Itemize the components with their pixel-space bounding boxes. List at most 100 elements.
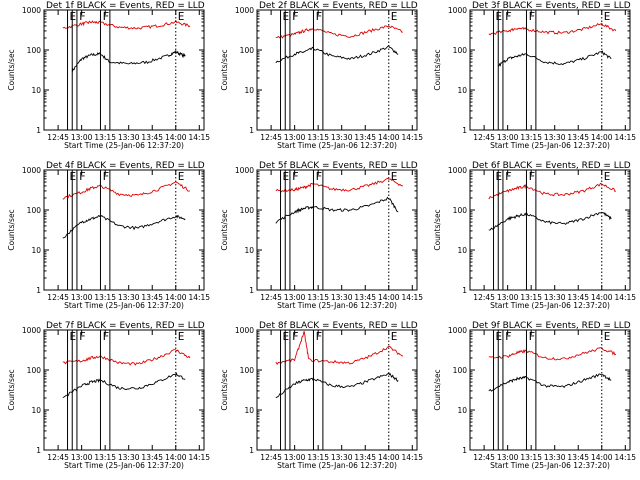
x-axis-label: Start Time (25-Jan-06 12:37:20) bbox=[277, 301, 397, 310]
x-tick-label: 13:30 bbox=[331, 133, 353, 142]
x-tick-label: 12:45 bbox=[260, 293, 282, 302]
interval-marker-label: F bbox=[528, 10, 535, 23]
interval-marker-label: E bbox=[604, 330, 611, 343]
y-tick-label: 100 bbox=[453, 46, 468, 55]
y-tick-label: 1000 bbox=[235, 6, 254, 15]
panel-title: Det 1f BLACK = Events, RED = LLD bbox=[46, 1, 205, 11]
x-tick-label: 14:15 bbox=[614, 453, 636, 462]
y-tick-label: 1 bbox=[462, 286, 467, 295]
plot-frame bbox=[43, 9, 205, 131]
x-tick-label: 13:15 bbox=[520, 293, 542, 302]
x-tick-label: 12:45 bbox=[473, 133, 495, 142]
y-tick-label: 10 bbox=[457, 86, 467, 95]
plot-frame bbox=[43, 169, 205, 291]
x-tick-label: 14:00 bbox=[591, 453, 613, 462]
detector-panel: Det 5f BLACK = Events, RED = LLD 1 10 100 10… bbox=[220, 161, 423, 310]
x-tick-label: 13:30 bbox=[118, 293, 140, 302]
y-tick-label: 1 bbox=[36, 446, 41, 455]
panel-title: Det 3f BLACK = Events, RED = LLD bbox=[472, 1, 631, 11]
plot-frame bbox=[256, 329, 418, 451]
interval-marker-label: E bbox=[391, 170, 398, 183]
x-tick-label: 13:15 bbox=[307, 133, 329, 142]
x-tick-label: 13:00 bbox=[284, 133, 306, 142]
y-tick-label: 10 bbox=[457, 246, 467, 255]
y-axis-label: Counts/sec bbox=[433, 209, 442, 250]
y-tick-label: 1000 bbox=[22, 326, 41, 335]
x-axis-label: Start Time (25-Jan-06 12:37:20) bbox=[277, 141, 397, 150]
x-axis-label: Start Time (25-Jan-06 12:37:20) bbox=[277, 461, 397, 470]
y-tick-label: 100 bbox=[240, 46, 255, 55]
x-tick-label: 14:15 bbox=[188, 293, 210, 302]
y-axis-label: Counts/sec bbox=[220, 209, 229, 250]
interval-marker-label: E bbox=[391, 10, 398, 23]
x-tick-label: 13:15 bbox=[94, 453, 116, 462]
y-tick-label: 100 bbox=[453, 366, 468, 375]
lld-series-line bbox=[275, 25, 403, 39]
x-tick-label: 12:45 bbox=[47, 133, 69, 142]
events-series-line bbox=[497, 50, 612, 67]
y-tick-label: 1000 bbox=[22, 166, 41, 175]
interval-marker-label: E bbox=[604, 170, 611, 183]
plot-frame bbox=[256, 9, 418, 131]
x-tick-label: 13:45 bbox=[141, 453, 163, 462]
panel-title: Det 8f BLACK = Events, RED = LLD bbox=[259, 321, 418, 331]
events-series-line bbox=[275, 372, 399, 399]
x-tick-label: 13:15 bbox=[307, 293, 329, 302]
interval-marker-label: F bbox=[528, 170, 535, 183]
x-tick-label: 14:00 bbox=[165, 453, 187, 462]
x-tick-label: 13:00 bbox=[71, 293, 93, 302]
interval-marker-label: F bbox=[315, 170, 322, 183]
interval-marker-label: E bbox=[391, 330, 398, 343]
x-tick-label: 14:15 bbox=[401, 453, 423, 462]
plot-frame bbox=[43, 329, 205, 451]
x-tick-label: 13:15 bbox=[94, 133, 116, 142]
y-axis-label: Counts/sec bbox=[220, 369, 229, 410]
x-tick-label: 13:45 bbox=[354, 293, 376, 302]
detector-panel: Det 6f BLACK = Events, RED = LLD 1 10 100 10… bbox=[433, 161, 636, 310]
interval-marker-label: F bbox=[292, 10, 299, 23]
lld-series-line bbox=[62, 181, 190, 200]
interval-marker-label: F bbox=[505, 330, 512, 343]
y-tick-label: 100 bbox=[240, 366, 255, 375]
lld-series-line bbox=[488, 347, 617, 361]
x-tick-label: 14:15 bbox=[188, 453, 210, 462]
interval-marker-label: F bbox=[79, 170, 86, 183]
x-tick-label: 13:00 bbox=[497, 293, 519, 302]
interval-marker-label: F bbox=[102, 330, 109, 343]
x-tick-label: 13:00 bbox=[71, 133, 93, 142]
interval-marker-label: E bbox=[496, 330, 503, 343]
y-tick-label: 10 bbox=[457, 406, 467, 415]
lld-series-line bbox=[275, 177, 403, 193]
x-tick-label: 14:15 bbox=[401, 133, 423, 142]
x-tick-label: 13:30 bbox=[118, 133, 140, 142]
y-tick-label: 1 bbox=[36, 126, 41, 135]
interval-marker-label: E bbox=[70, 330, 77, 343]
interval-marker-label: F bbox=[315, 330, 322, 343]
x-tick-label: 14:00 bbox=[165, 293, 187, 302]
plot-frame bbox=[256, 169, 418, 291]
y-tick-label: 1000 bbox=[235, 326, 254, 335]
y-axis-label: Counts/sec bbox=[433, 369, 442, 410]
events-series-line bbox=[62, 214, 186, 239]
y-tick-label: 1 bbox=[462, 126, 467, 135]
y-axis-label: Counts/sec bbox=[7, 209, 16, 250]
interval-marker-label: F bbox=[79, 10, 86, 23]
lld-series-line bbox=[275, 331, 404, 366]
x-axis-label: Start Time (25-Jan-06 12:37:20) bbox=[490, 301, 610, 310]
interval-marker-label: F bbox=[505, 10, 512, 23]
x-tick-label: 13:00 bbox=[284, 293, 306, 302]
x-axis-label: Start Time (25-Jan-06 12:37:20) bbox=[490, 461, 610, 470]
events-series-line bbox=[275, 44, 399, 64]
y-tick-label: 1000 bbox=[235, 166, 254, 175]
interval-marker-label: F bbox=[505, 170, 512, 183]
x-axis-label: Start Time (25-Jan-06 12:37:20) bbox=[64, 141, 184, 150]
x-tick-label: 13:45 bbox=[567, 293, 589, 302]
lld-series-line bbox=[62, 19, 191, 30]
x-tick-label: 12:45 bbox=[473, 453, 495, 462]
x-tick-label: 13:15 bbox=[520, 453, 542, 462]
interval-marker-label: E bbox=[70, 10, 77, 23]
interval-marker-label: F bbox=[79, 330, 86, 343]
detector-panel: Det 8f BLACK = Events, RED = LLD 1 10 100 10… bbox=[220, 321, 423, 470]
y-axis-label: Counts/sec bbox=[7, 49, 16, 90]
